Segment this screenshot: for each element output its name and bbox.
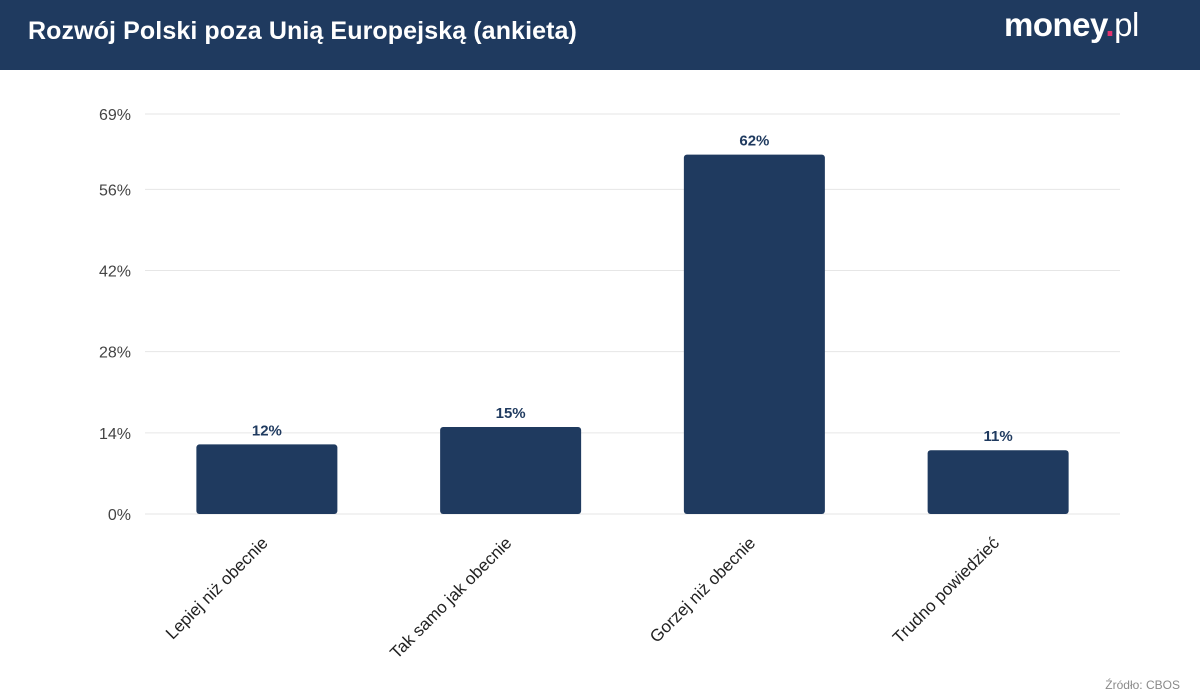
x-tick-label: Gorzej niż obecnie bbox=[646, 533, 759, 646]
bar bbox=[196, 444, 338, 514]
source-note: Źródło: CBOS bbox=[1105, 678, 1180, 692]
y-tick-label: 56% bbox=[99, 182, 131, 199]
x-tick-label: Lepiej niż obecnie bbox=[162, 533, 272, 643]
chart-area: 0% 14% 28% 42% 56% 69% 12% Lepiej niż obecnie 15… bbox=[0, 70, 1200, 700]
bar-value-label: 12% bbox=[252, 422, 282, 439]
bar bbox=[683, 154, 825, 514]
chart-header: Rozwój Polski poza Unią Europejską (anki… bbox=[0, 0, 1200, 70]
y-tick-label: 28% bbox=[99, 345, 131, 362]
bar-value-label: 11% bbox=[984, 428, 1013, 445]
bar-value-label: 15% bbox=[496, 405, 526, 422]
x-tick-label: Tak samo jak obecnie bbox=[386, 533, 515, 662]
chart-title: Rozwój Polski poza Unią Europejską (anki… bbox=[28, 17, 577, 45]
logo-suffix: pl bbox=[1114, 6, 1139, 43]
y-tick-label: 42% bbox=[99, 264, 131, 281]
logo-main: money bbox=[1004, 6, 1106, 43]
bar bbox=[440, 427, 582, 514]
bar-value-label: 62% bbox=[739, 133, 769, 150]
logo-dot: . bbox=[1105, 6, 1115, 43]
y-tick-label: 0% bbox=[108, 507, 131, 524]
money-pl-logo: money.pl bbox=[1004, 6, 1139, 44]
bar-chart: 0% 14% 28% 42% 56% 69% 12% Lepiej niż obecnie 15… bbox=[99, 107, 1120, 662]
y-tick-label: 69% bbox=[99, 107, 131, 124]
y-tick-label: 14% bbox=[99, 426, 131, 443]
x-tick-label: Trudno powiedzieć bbox=[889, 533, 1003, 647]
bar bbox=[927, 450, 1069, 514]
